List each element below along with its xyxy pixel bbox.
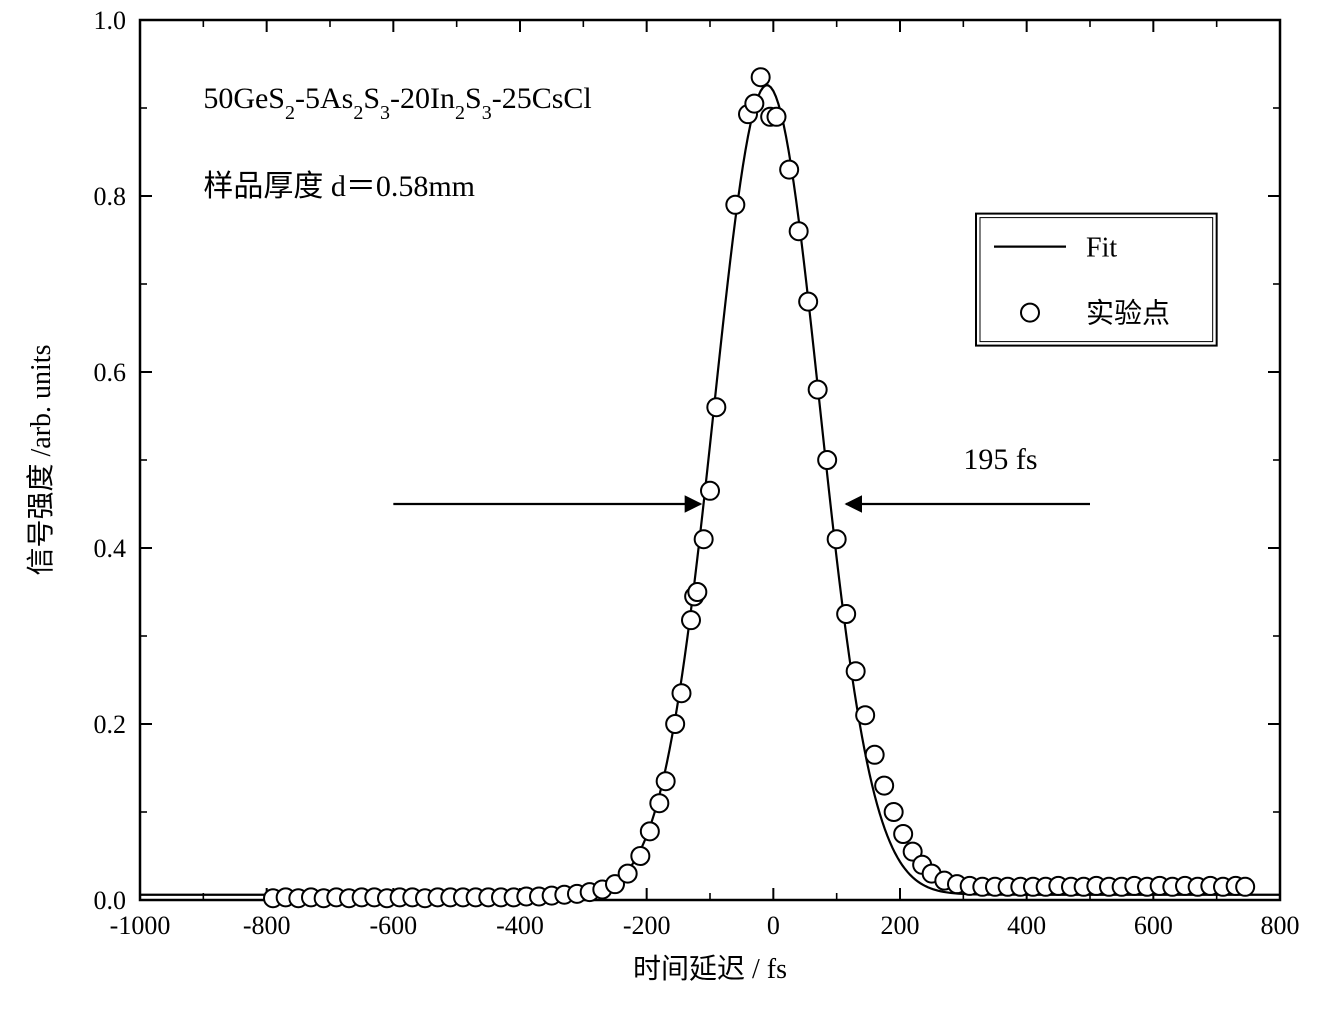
ytick-label: 0.6 — [94, 358, 127, 387]
data-marker — [828, 530, 846, 548]
data-marker — [818, 451, 836, 469]
xtick-label: -400 — [496, 911, 544, 940]
data-marker — [641, 822, 659, 840]
composition-annotation: 50GeS2-5As2S3-20In2S3-25CsCl — [203, 82, 591, 124]
data-marker — [847, 662, 865, 680]
data-marker — [875, 777, 893, 795]
legend-label: 实验点 — [1086, 298, 1170, 330]
chart-svg: -1000 -800 -600 -400 -200 0 200 400 600 800 0.0 0.2… — [0, 0, 1339, 1011]
y-axis-label: 信号强度 /arb. units — [25, 345, 57, 576]
xtick-label: 0 — [767, 911, 780, 940]
data-marker — [695, 530, 713, 548]
ytick-label: 0.2 — [94, 710, 127, 739]
xtick-label: 600 — [1134, 911, 1173, 940]
xtick-label: 400 — [1007, 911, 1046, 940]
xtick-label: 200 — [881, 911, 920, 940]
xtick-label: -600 — [369, 911, 417, 940]
data-marker — [894, 825, 912, 843]
legend-marker-sample — [1021, 304, 1039, 322]
ytick-label: 0.8 — [94, 182, 127, 211]
data-marker — [866, 746, 884, 764]
ytick-label: 0.0 — [94, 886, 127, 915]
data-marker — [631, 847, 649, 865]
ytick-label: 0.4 — [94, 534, 127, 563]
data-marker — [745, 95, 763, 113]
data-marker — [1236, 878, 1254, 896]
data-marker — [809, 381, 827, 399]
fwhm-label: 195 fs — [963, 443, 1037, 476]
data-marker — [701, 482, 719, 500]
legend-label: Fit — [1086, 233, 1117, 264]
xtick-label: -1000 — [110, 911, 171, 940]
data-marker — [885, 803, 903, 821]
plot-border — [140, 20, 1280, 900]
data-marker — [726, 196, 744, 214]
data-marker — [673, 684, 691, 702]
chart-container: -1000 -800 -600 -400 -200 0 200 400 600 800 0.0 0.2… — [0, 0, 1339, 1011]
data-marker — [837, 605, 855, 623]
thickness-annotation: 样品厚度 d＝0.58mm — [203, 170, 475, 203]
data-marker — [780, 161, 798, 179]
data-marker — [856, 706, 874, 724]
data-marker — [799, 293, 817, 311]
data-marker — [682, 611, 700, 629]
x-axis-label: 时间延迟 / fs — [633, 953, 787, 985]
xtick-label: -800 — [243, 911, 291, 940]
data-marker — [688, 583, 706, 601]
data-marker — [619, 865, 637, 883]
data-marker — [650, 794, 668, 812]
data-marker — [666, 715, 684, 733]
data-marker — [790, 222, 808, 240]
ytick-label: 1.0 — [94, 6, 127, 35]
data-marker — [752, 68, 770, 86]
data-marker — [768, 108, 786, 126]
xtick-label: -200 — [623, 911, 671, 940]
data-marker — [657, 772, 675, 790]
xtick-label: 800 — [1261, 911, 1300, 940]
data-marker — [707, 398, 725, 416]
